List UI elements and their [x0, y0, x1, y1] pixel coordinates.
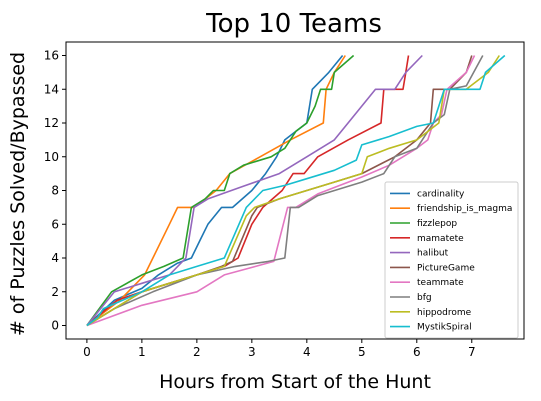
- legend-entry: hippodrome: [417, 308, 472, 318]
- x-tick-label: 1: [138, 345, 146, 359]
- series-line-halibut: [86, 54, 423, 327]
- x-tick-label: 7: [468, 345, 476, 359]
- y-axis-label: # of Puzzles Solved/Bypassed: [7, 52, 29, 336]
- series-line-mystikspiral: [86, 54, 506, 327]
- legend-entry: cardinality: [417, 189, 465, 199]
- y-axis: 0 2 4 6 8 10 12 14 16: [44, 49, 66, 333]
- x-tick-label: 4: [303, 345, 311, 359]
- x-tick-label: 5: [358, 345, 366, 359]
- x-tick-label: 3: [248, 345, 256, 359]
- x-tick-label: 0: [83, 345, 91, 359]
- y-tick-label: 2: [51, 285, 59, 299]
- legend-box: [384, 181, 519, 339]
- x-tick-label: 6: [413, 345, 421, 359]
- legend-entry: friendship_is_magma: [417, 204, 512, 214]
- chart-title: Top 10 Teams: [205, 9, 382, 39]
- y-tick-label: 6: [51, 217, 59, 231]
- y-tick-label: 16: [44, 49, 59, 63]
- series-line-teammate: [86, 55, 476, 327]
- y-tick-label: 0: [51, 319, 59, 333]
- legend-entry: mamatete: [417, 234, 464, 244]
- x-axis: 0 1 2 3 4 5 6 7: [83, 339, 476, 359]
- y-tick-label: 10: [44, 150, 59, 164]
- series-line-hippodrome: [86, 55, 500, 327]
- y-tick-label: 4: [51, 251, 59, 265]
- legend: cardinality friendship_is_magma fizzlepop m…: [384, 181, 519, 339]
- x-axis-label: Hours from Start of the Hunt: [159, 371, 431, 393]
- y-tick-label: 12: [44, 116, 59, 130]
- legend-entry: teammate: [417, 278, 464, 288]
- x-tick-label: 2: [193, 345, 201, 359]
- series-line-fizzlepop: [86, 54, 355, 326]
- y-tick-label: 8: [51, 184, 59, 198]
- legend-entry: fizzlepop: [417, 219, 457, 229]
- legend-entry: halibut: [417, 249, 449, 259]
- y-tick-label: 14: [44, 82, 59, 96]
- legend-entry: PictureGame: [417, 263, 475, 273]
- series-layer: [86, 54, 506, 327]
- legend-entry: bfg: [417, 293, 432, 303]
- legend-entry: MystikSpiral: [417, 323, 472, 333]
